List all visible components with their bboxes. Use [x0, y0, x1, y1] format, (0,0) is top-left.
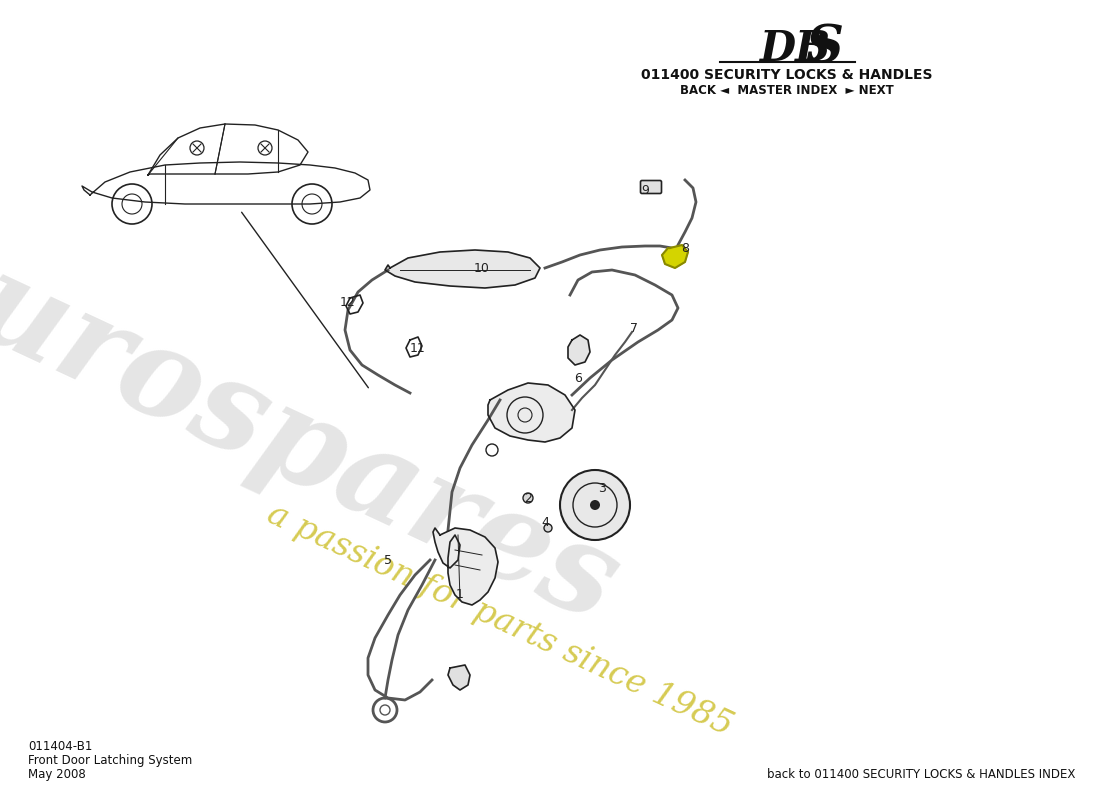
Text: Front Door Latching System: Front Door Latching System — [28, 754, 192, 767]
Circle shape — [544, 524, 552, 532]
Text: 11: 11 — [410, 342, 426, 354]
Text: 12: 12 — [340, 295, 356, 309]
Polygon shape — [488, 383, 575, 442]
Circle shape — [522, 493, 534, 503]
Text: BACK ◄  MASTER INDEX  ► NEXT: BACK ◄ MASTER INDEX ► NEXT — [680, 84, 894, 97]
Text: 9: 9 — [641, 183, 649, 197]
FancyBboxPatch shape — [640, 181, 661, 194]
Text: a passion for parts since 1985: a passion for parts since 1985 — [262, 498, 738, 742]
Text: 4: 4 — [541, 517, 549, 530]
Polygon shape — [662, 245, 688, 268]
Text: 011404-B1: 011404-B1 — [28, 740, 92, 753]
Text: 10: 10 — [474, 262, 490, 274]
Polygon shape — [433, 528, 498, 605]
Polygon shape — [568, 335, 590, 365]
Text: 011400 SECURITY LOCKS & HANDLES: 011400 SECURITY LOCKS & HANDLES — [641, 68, 933, 82]
Text: 7: 7 — [630, 322, 638, 334]
Text: 3: 3 — [598, 482, 606, 494]
Text: 1: 1 — [456, 589, 464, 602]
Text: DB: DB — [760, 28, 832, 70]
Polygon shape — [448, 665, 470, 690]
Text: eurospares: eurospares — [0, 211, 637, 649]
Circle shape — [590, 500, 600, 510]
Text: back to 011400 SECURITY LOCKS & HANDLES INDEX: back to 011400 SECURITY LOCKS & HANDLES … — [767, 768, 1075, 781]
Text: 2: 2 — [524, 491, 532, 505]
Text: May 2008: May 2008 — [28, 768, 86, 781]
Text: 8: 8 — [681, 242, 689, 254]
Text: 5: 5 — [384, 554, 392, 566]
Circle shape — [560, 470, 630, 540]
Text: 6: 6 — [574, 371, 582, 385]
Polygon shape — [385, 250, 540, 288]
Text: S: S — [805, 22, 843, 73]
